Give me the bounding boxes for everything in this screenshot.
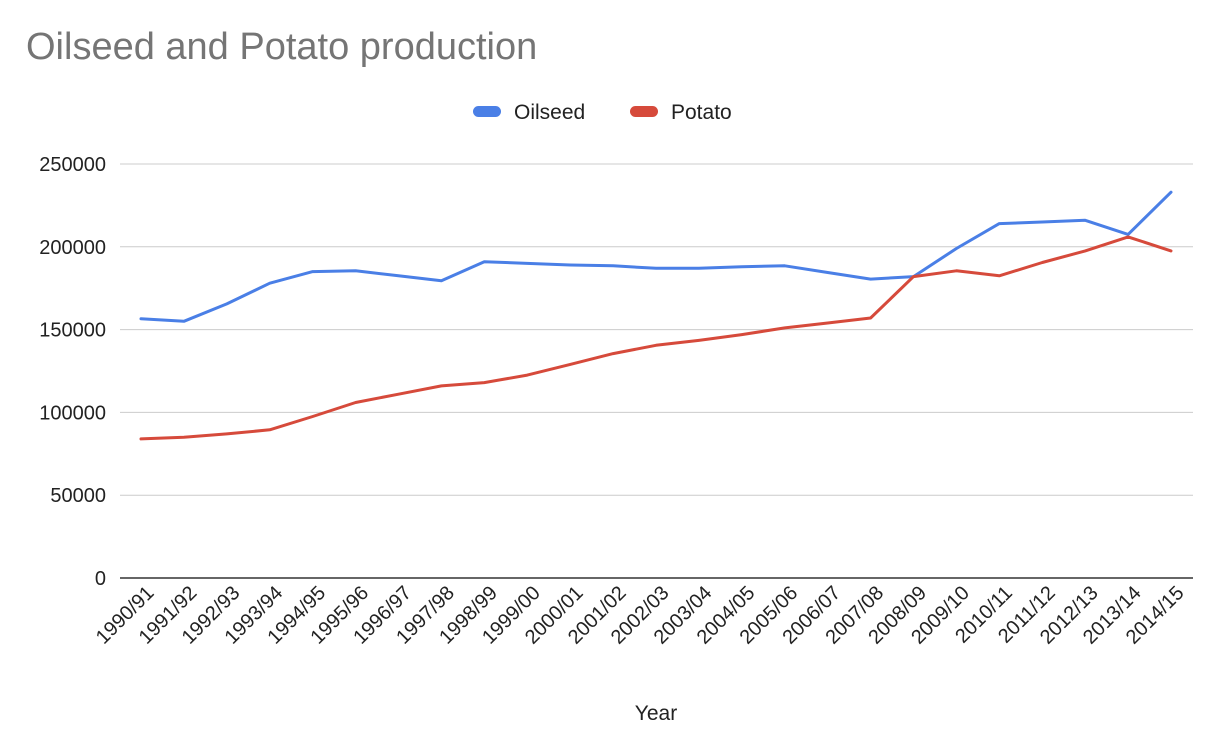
x-axis: 1990/911991/921992/931993/941994/951995/… bbox=[92, 577, 1193, 649]
y-axis: 0 50000 100000 150000 200000 250000 bbox=[39, 154, 106, 590]
y-tick-label: 100000 bbox=[39, 402, 106, 424]
legend-label-oilseed: Oilseed bbox=[514, 101, 585, 124]
legend-swatch-oilseed bbox=[473, 106, 501, 117]
chart-title: Oilseed and Potato production bbox=[26, 26, 538, 68]
gridlines bbox=[120, 163, 1193, 496]
series-lines bbox=[139, 190, 1173, 441]
y-tick-label: 0 bbox=[95, 568, 106, 590]
y-tick-label: 200000 bbox=[39, 237, 106, 259]
series-line-potato bbox=[139, 235, 1173, 441]
legend-label-potato: Potato bbox=[671, 101, 732, 124]
y-tick-label: 150000 bbox=[39, 320, 106, 342]
x-axis-title: Year bbox=[635, 702, 677, 725]
legend: Oilseed Potato bbox=[473, 101, 732, 124]
y-tick-label: 50000 bbox=[50, 485, 106, 507]
y-tick-label: 250000 bbox=[39, 154, 106, 176]
legend-swatch-potato bbox=[630, 106, 658, 117]
series-line-oilseed bbox=[139, 190, 1173, 323]
